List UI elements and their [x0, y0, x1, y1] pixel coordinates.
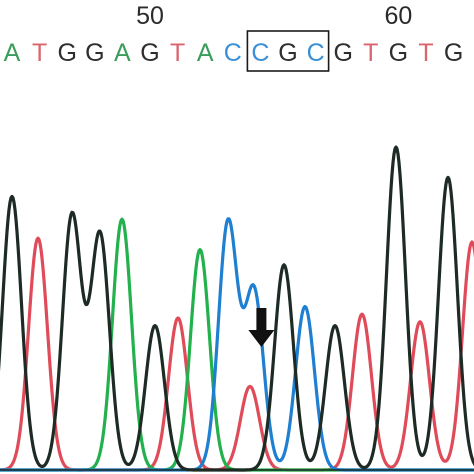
- base-call-G: G: [85, 39, 104, 67]
- traces: [0, 145, 474, 472]
- base-call-G: G: [140, 39, 159, 67]
- base-call-T: T: [363, 39, 378, 67]
- mutation-marker: [248, 308, 275, 347]
- trace-G: [0, 145, 474, 472]
- base-call-G: G: [389, 39, 408, 67]
- position-label: 50: [136, 2, 164, 30]
- arrow-down-icon: [248, 308, 275, 347]
- base-call-T: T: [170, 39, 185, 67]
- base-call-A: A: [114, 39, 131, 67]
- base-call-G: G: [333, 39, 352, 67]
- base-call-T: T: [418, 39, 433, 67]
- base-call-T: T: [32, 39, 47, 67]
- base-call-G: G: [278, 39, 297, 67]
- base-call-C: C: [307, 39, 325, 67]
- base-call-A: A: [4, 39, 21, 67]
- highlight-box: [246, 30, 330, 72]
- base-call-G: G: [444, 39, 463, 67]
- base-call-G: G: [57, 39, 76, 67]
- base-call-A: A: [197, 39, 214, 67]
- base-call-C: C: [251, 39, 269, 67]
- position-label: 60: [384, 2, 412, 30]
- position-labels: 50 60: [136, 2, 412, 30]
- base-call-C: C: [224, 39, 242, 67]
